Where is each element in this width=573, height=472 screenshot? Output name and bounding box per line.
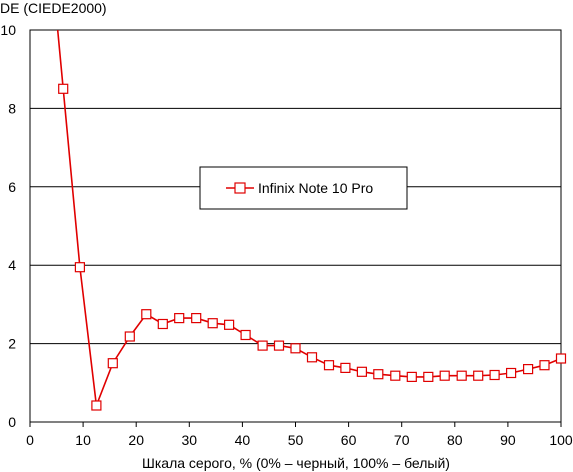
- y-tick-label: 4: [8, 257, 16, 273]
- x-axis-ticks: 0 10 20 30 40 50 60 70 80 90 100: [26, 422, 573, 448]
- data-point-marker: [406, 371, 417, 382]
- data-point-marker: [555, 353, 567, 364]
- data-point-marker: [423, 371, 434, 382]
- y-tick-label: 6: [8, 179, 16, 195]
- x-tick-label: 60: [341, 432, 357, 448]
- y-axis-ticks: 0 2 4 6 8 10: [0, 22, 16, 430]
- data-point-marker: [273, 340, 285, 351]
- data-point-marker: [107, 358, 118, 369]
- y-axis-label: DE (CIEDE2000): [0, 0, 107, 16]
- data-point-marker: [506, 367, 517, 379]
- data-point-marker: [323, 360, 335, 371]
- x-tick-label: 40: [235, 432, 251, 448]
- data-point-marker: [473, 370, 484, 381]
- series-markers: [58, 83, 567, 411]
- data-point-marker: [306, 352, 318, 363]
- x-tick-label: 100: [549, 432, 573, 448]
- data-point-marker: [224, 319, 235, 330]
- data-point-marker: [124, 331, 135, 342]
- data-point-marker: [207, 318, 218, 329]
- x-tick-label: 50: [288, 432, 304, 448]
- y-tick-label: 10: [0, 22, 16, 38]
- data-point-marker: [456, 370, 467, 381]
- x-tick-label: 30: [182, 432, 198, 448]
- data-point-marker: [257, 340, 268, 351]
- data-point-marker: [141, 309, 152, 320]
- x-tick-label: 80: [447, 432, 463, 448]
- data-point-marker: [439, 370, 450, 381]
- data-point-marker: [240, 329, 251, 341]
- data-point-marker: [539, 360, 550, 371]
- data-point-marker: [390, 370, 401, 381]
- data-point-marker: [373, 369, 384, 380]
- data-point-marker: [58, 83, 69, 94]
- x-tick-label: 90: [500, 432, 516, 448]
- y-tick-label: 2: [8, 336, 16, 352]
- data-point-marker: [290, 343, 301, 354]
- data-point-marker: [174, 313, 185, 324]
- data-point-marker: [91, 400, 102, 411]
- data-point-marker: [340, 362, 351, 373]
- x-tick-label: 70: [394, 432, 410, 448]
- x-tick-label: 20: [128, 432, 144, 448]
- x-tick-label: 10: [75, 432, 91, 448]
- series: [56, 30, 567, 411]
- data-point-marker: [157, 318, 168, 330]
- legend: Infinix Note 10 Pro: [199, 166, 408, 210]
- data-point-marker: [356, 366, 367, 377]
- x-tick-label: 0: [26, 432, 34, 448]
- data-point-marker: [522, 364, 534, 375]
- y-tick-label: 0: [8, 414, 16, 430]
- legend-label: Infinix Note 10 Pro: [258, 180, 373, 196]
- data-point-marker: [191, 313, 202, 324]
- data-point-marker: [489, 369, 500, 381]
- legend-marker-swatch: [234, 182, 246, 194]
- data-point-marker: [74, 262, 86, 273]
- x-axis-label: Шкала серого, % (0% – черный, 100% – бел…: [142, 455, 450, 471]
- y-tick-label: 8: [8, 100, 16, 116]
